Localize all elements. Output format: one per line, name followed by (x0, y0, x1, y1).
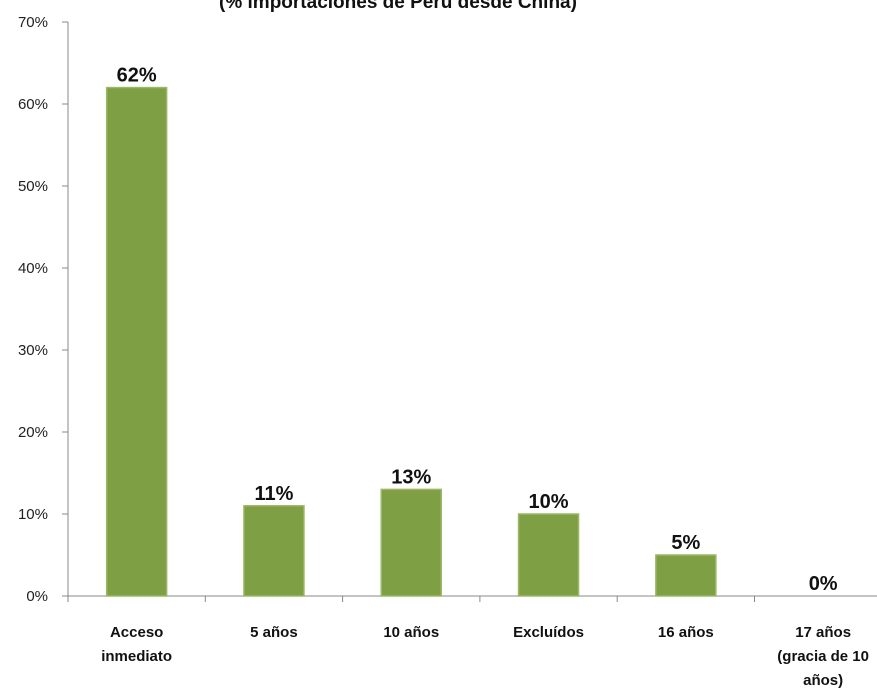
x-tick-label: 16 años (658, 624, 714, 641)
y-tick-label: 10% (18, 506, 48, 523)
y-tick-label: 20% (18, 424, 48, 441)
bar (243, 505, 305, 597)
bar (380, 488, 442, 597)
y-tick-label: 40% (18, 260, 48, 277)
data-label: 5% (671, 532, 700, 554)
x-tick-label: 17 años (gracia de 10 años) (777, 624, 869, 689)
y-tick-label: 60% (18, 96, 48, 113)
x-tick-label: Excluídos (513, 624, 584, 641)
bar (105, 86, 168, 597)
bars (105, 86, 717, 597)
data-label: 10% (529, 491, 569, 513)
y-tick-label: 70% (18, 14, 48, 31)
x-tick-label: 5 años (250, 624, 298, 641)
data-label: 11% (254, 483, 293, 505)
x-axis: Acceso inmediato 5 años 10 años Excluídos 16 … (67, 595, 877, 689)
y-tick-label: 30% (18, 342, 48, 359)
bar (517, 513, 580, 597)
x-tick-label: 10 años (383, 624, 439, 641)
data-label: 13% (391, 466, 431, 488)
data-label: 62% (117, 65, 157, 87)
chart-title: (% importaciones de Perú desde China) (219, 0, 577, 13)
y-tick-label: 0% (26, 588, 48, 605)
y-tick-label: 50% (18, 178, 48, 195)
data-labels: 62% 11% 13% 10% 5% 0% (117, 65, 838, 595)
x-tick-label: Acceso inmediato (101, 624, 172, 665)
data-label: 0% (809, 573, 838, 595)
bar (655, 554, 717, 597)
y-axis: 0% 10% 20% 30% 40% 50% 60% 70% (18, 14, 69, 605)
